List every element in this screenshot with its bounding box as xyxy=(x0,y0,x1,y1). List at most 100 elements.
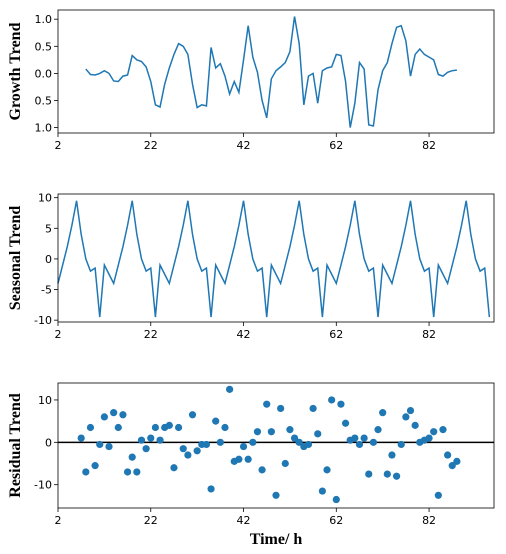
x-tick-label: 22 xyxy=(144,514,158,527)
point xyxy=(91,462,99,470)
point xyxy=(96,440,104,449)
point xyxy=(341,419,350,427)
point xyxy=(277,404,285,413)
y-tick-label: 1.0 xyxy=(35,122,53,135)
line xyxy=(85,16,457,128)
point xyxy=(374,426,382,434)
point xyxy=(77,434,85,442)
point xyxy=(137,436,146,444)
point xyxy=(337,400,345,408)
point xyxy=(119,411,127,419)
point xyxy=(114,423,122,432)
y-tick-label: 0.5 xyxy=(35,94,53,107)
y-tick-label: -10 xyxy=(34,479,52,492)
y-tick-label: 10 xyxy=(38,394,52,407)
x-tick-label: 42 xyxy=(237,139,251,152)
point xyxy=(425,434,433,442)
point xyxy=(184,451,192,459)
y-axis-label: Residual Trend xyxy=(7,393,24,498)
point xyxy=(360,434,368,442)
point xyxy=(105,442,113,451)
point xyxy=(212,417,220,425)
point xyxy=(244,455,252,463)
point xyxy=(328,396,336,404)
x-tick-label: 2 xyxy=(55,139,62,152)
point xyxy=(295,438,303,446)
point xyxy=(142,445,150,453)
point xyxy=(406,406,415,415)
point xyxy=(397,440,405,449)
point xyxy=(392,472,401,480)
point xyxy=(411,421,419,429)
x-tick-label: 82 xyxy=(422,328,436,341)
y-axis-label: Seasonal Trend xyxy=(7,206,24,311)
point xyxy=(123,468,132,476)
point xyxy=(448,462,456,470)
point xyxy=(110,409,118,417)
x-tick-label: 42 xyxy=(237,514,251,527)
point xyxy=(355,440,364,449)
line xyxy=(57,200,491,318)
axes-frame xyxy=(57,382,495,509)
axes-frame xyxy=(57,193,495,323)
point xyxy=(249,438,257,446)
x-tick-label: 2 xyxy=(55,514,62,527)
point xyxy=(365,470,373,478)
x-axis-label: Time/ h xyxy=(250,531,303,548)
point xyxy=(226,385,234,393)
point xyxy=(235,455,243,463)
y-tick-label: -5 xyxy=(41,284,52,297)
point xyxy=(133,468,141,476)
point xyxy=(351,434,359,442)
point xyxy=(290,434,299,442)
y-tick-label: 5 xyxy=(45,222,52,235)
x-tick-label: 42 xyxy=(237,328,251,341)
point xyxy=(86,423,95,432)
point xyxy=(221,423,229,432)
point xyxy=(318,487,326,495)
point xyxy=(272,491,280,499)
point xyxy=(379,409,387,417)
point xyxy=(369,438,378,446)
point xyxy=(286,426,294,434)
point xyxy=(188,411,197,419)
point xyxy=(309,404,317,413)
point xyxy=(193,447,201,455)
y-tick-label: 10 xyxy=(38,192,52,205)
point xyxy=(100,413,108,421)
point xyxy=(216,438,224,446)
point xyxy=(388,451,396,459)
x-tick-label: 62 xyxy=(329,139,343,152)
point xyxy=(202,440,211,449)
point xyxy=(434,491,442,499)
point xyxy=(174,423,183,432)
point xyxy=(165,421,173,429)
point xyxy=(402,413,410,421)
x-tick-label: 22 xyxy=(144,139,158,152)
point xyxy=(179,445,187,453)
point xyxy=(156,436,164,444)
point xyxy=(263,400,271,408)
x-tick-label: 22 xyxy=(144,328,158,341)
point xyxy=(239,442,248,451)
x-tick-label: 2 xyxy=(55,328,62,341)
point xyxy=(444,451,452,459)
point xyxy=(207,485,215,493)
y-tick-label: 0 xyxy=(45,436,52,449)
point xyxy=(147,434,155,442)
y-axis-label: Growth Trend xyxy=(7,22,24,120)
x-tick-label: 82 xyxy=(422,139,436,152)
x-tick-label: 62 xyxy=(329,514,343,527)
point xyxy=(453,457,461,465)
point xyxy=(281,459,289,468)
y-tick-label: 0.5 xyxy=(35,40,53,53)
y-tick-label: 0 xyxy=(45,253,52,266)
axes-frame xyxy=(57,9,495,134)
point xyxy=(439,426,447,434)
x-tick-label: 62 xyxy=(329,328,343,341)
point xyxy=(128,453,136,461)
point xyxy=(253,428,262,436)
point xyxy=(332,495,340,504)
point xyxy=(383,470,391,478)
